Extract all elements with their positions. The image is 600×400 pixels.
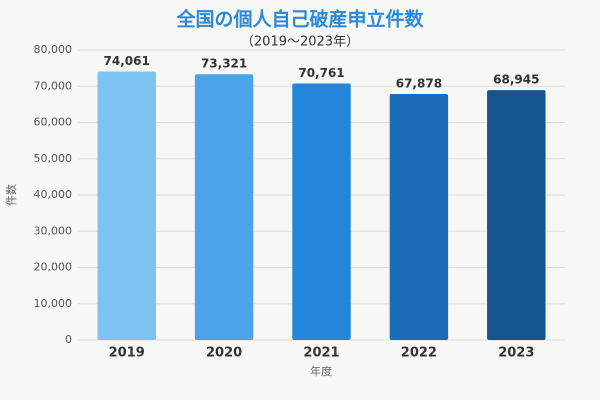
value-label: 70,761: [298, 66, 344, 80]
chart-title: 全国の個人自己破産申立件数: [175, 8, 424, 31]
x-axis-label: 年度: [310, 364, 332, 378]
x-tick-label: 2023: [498, 346, 534, 361]
value-label: 67,878: [396, 76, 442, 90]
y-tick-label: 70,000: [34, 79, 73, 92]
y-tick-label: 20,000: [34, 261, 73, 274]
value-label: 73,321: [201, 57, 247, 71]
bar: [487, 90, 546, 340]
value-label: 68,945: [493, 73, 539, 87]
bar: [97, 71, 156, 341]
x-tick-label: 2020: [206, 346, 242, 361]
y-tick-label: 50,000: [34, 152, 73, 165]
y-axis-label: 件数: [5, 184, 18, 206]
y-tick-label: 10,000: [34, 297, 73, 310]
bar: [194, 74, 254, 341]
x-tick-label: 2019: [109, 346, 145, 361]
bar: [389, 93, 449, 340]
y-tick-label: 40,000: [34, 188, 73, 201]
y-tick-label: 30,000: [34, 224, 73, 237]
value-label: 74,061: [104, 54, 150, 68]
x-tick-label: 2022: [401, 346, 437, 361]
y-tick-label: 80,000: [34, 43, 73, 56]
chart-subtitle: （2019〜2023年）: [241, 35, 359, 50]
y-tick-label: 60,000: [34, 116, 73, 129]
y-tick-label: 0: [65, 333, 72, 346]
x-tick-label: 2021: [303, 346, 339, 361]
bar: [292, 83, 351, 340]
